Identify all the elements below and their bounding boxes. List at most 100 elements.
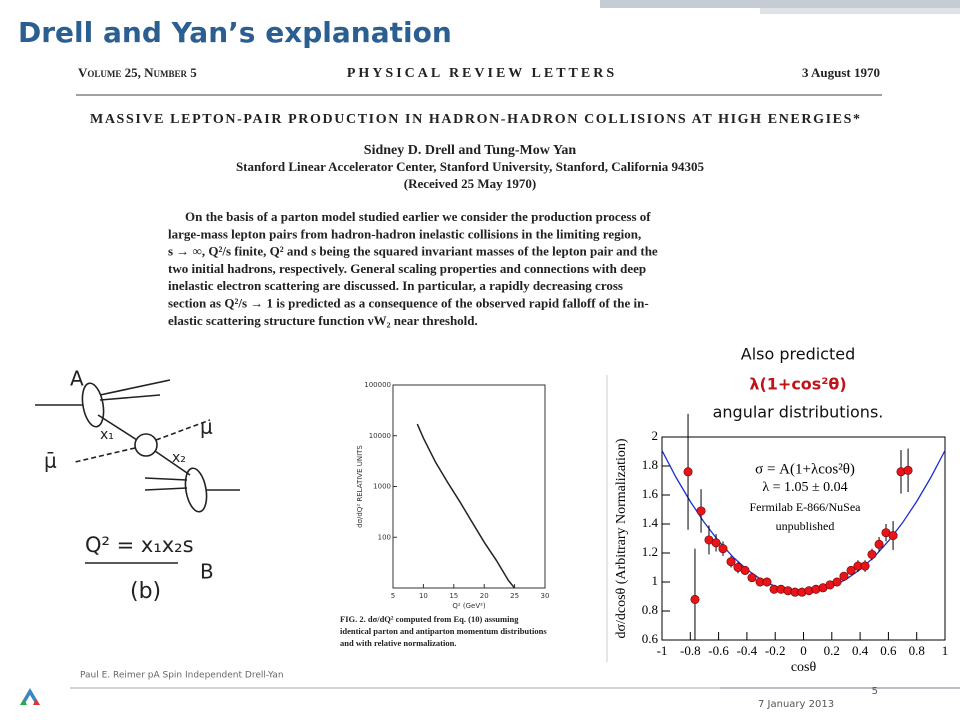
data-point (762, 577, 772, 587)
y-tick-label: 1.2 (642, 544, 658, 559)
abstract-line: inelastic electron scattering are discus… (168, 278, 623, 293)
y-tick-label: 0.8 (642, 602, 658, 617)
x-tick-label: -0.6 (708, 643, 729, 658)
paper-journal: PHYSICAL REVIEW LETTERS (347, 66, 617, 81)
x-tick-label: 30 (541, 592, 550, 600)
parton-1 (97, 414, 138, 441)
y-axis-label: dσ/dQ² RELATIVE UNITS (356, 445, 364, 528)
spectator-b2 (144, 487, 188, 491)
parton-2 (154, 450, 191, 476)
data-point (740, 565, 750, 575)
abstract-line: elastic scattering structure function νW… (168, 313, 478, 328)
data-point (860, 561, 870, 571)
x-tick-label: 25 (510, 592, 519, 600)
figure-2: 100 1000 10000 100000 5 10 15 20 25 30 Q² (GeV²) dσ… (340, 381, 549, 648)
data-point (832, 577, 842, 587)
data-point (903, 465, 913, 475)
x-tick-label: 5 (391, 592, 395, 600)
x-tick-label: -1 (657, 643, 668, 658)
hadron-b (184, 467, 208, 513)
y-axis-label: dσ/dcosθ (Arbitrary Normalization) (614, 438, 629, 638)
y-tick-label: 100000 (364, 381, 391, 389)
data-point (839, 571, 849, 581)
data-point (874, 539, 884, 549)
muon (155, 419, 211, 441)
paper-affiliation: Stanford Linear Accelerator Center, Stan… (236, 159, 705, 174)
y-tick-label: 1.8 (642, 457, 658, 472)
label-mu: μ (200, 415, 213, 439)
x-axis-label: cosθ (791, 660, 817, 675)
data-point (726, 557, 736, 567)
abstract-line: On the basis of a parton model studied e… (185, 209, 651, 224)
x-tick-label: 15 (449, 592, 458, 600)
annotation-line: Also predicted (741, 345, 856, 364)
data-point (718, 544, 728, 554)
footer-presenter: Paul E. Reimer pA Spin Independent Drell… (80, 671, 284, 681)
y-tick-label: 0.6 (642, 631, 659, 646)
diagram (35, 379, 240, 564)
spectator-a2 (99, 394, 161, 401)
x-tick-label: 0.6 (880, 643, 897, 658)
paper-authors: Sidney D. Drell and Tung-Mow Yan (364, 143, 577, 158)
footer-band (0, 695, 960, 720)
x-tick-label: 0 (800, 643, 807, 658)
footer-page: 5 (872, 686, 878, 697)
y-tick-label: 1.6 (642, 486, 659, 501)
abstract-line: section as Q²/s → 1 is predicted as a co… (168, 295, 649, 310)
legend-text: unpublished (776, 519, 835, 533)
data-point (696, 506, 706, 516)
x-tick-label: -0.4 (737, 643, 758, 658)
top-bar-light (760, 8, 960, 14)
formula: Q² = x₁x₂s (85, 533, 194, 557)
hadron-a (81, 382, 105, 428)
spectator-b1 (144, 477, 188, 481)
data-point (747, 573, 757, 583)
antimuon (74, 447, 136, 463)
label-b: B (200, 560, 214, 584)
paper-title: MASSIVE LEPTON-PAIR PRODUCTION IN HADRON… (90, 112, 860, 127)
x-tick-label: 0.8 (909, 643, 925, 658)
curve (416, 423, 516, 589)
data-point (711, 538, 721, 548)
diagram-caption: (b) (130, 579, 161, 604)
paper: Volume 25, Number 5 PHYSICAL REVIEW LETT… (76, 65, 882, 328)
logo (20, 688, 40, 705)
annotation-formula: λ(1+cos²θ) (749, 375, 846, 394)
y-tick-label: 10000 (369, 432, 391, 440)
x-tick-label: -0.2 (765, 643, 786, 658)
figure-caption: identical parton and antiparton momentum… (340, 626, 547, 636)
x-tick-label: 20 (480, 592, 489, 600)
label-a: A (70, 367, 84, 391)
annotation-line: angular distributions. (713, 403, 884, 422)
paper-received: (Received 25 May 1970) (404, 176, 537, 191)
x-tick-label: 0.4 (852, 643, 869, 658)
diagram-labels: A B x₁ x₂ μ μ̄ Q² = x₁x₂s (b) (44, 367, 214, 605)
plot-frame (392, 384, 546, 589)
abstract-line: two initial hadrons, respectively. Gener… (168, 261, 646, 276)
x-tick-label: -0.8 (680, 643, 701, 658)
data-point (888, 531, 898, 541)
legend-text: λ = 1.05 ± 0.04 (762, 480, 847, 495)
data-point (867, 549, 877, 559)
angular-plot: 0.6 0.8 1 1.2 1.4 1.6 1.8 2 -1 -0.8 -0.6 -0.4 -0.2 0 0… (614, 413, 949, 675)
abstract-line: large-mass lepton pairs from hadron-hadr… (168, 226, 641, 241)
y-tick-label: 100 (378, 533, 391, 541)
abstract-line: s → ∞, Q²/s finite, Q² and s being the s… (168, 244, 658, 259)
figure-caption: FIG. 2. dσ/dQ² computed from Eq. (10) as… (340, 614, 519, 624)
spectator-a1 (99, 379, 171, 396)
data-point (683, 467, 693, 477)
abstract: On the basis of a parton model studied e… (168, 209, 658, 328)
annotation: Also predicted λ(1+cos²θ) angular distri… (713, 345, 884, 422)
y-tick-label: 1.4 (642, 515, 659, 530)
x-axis-label: Q² (GeV²) (452, 602, 486, 610)
data-point (690, 594, 700, 604)
legend-text: Fermilab E-866/NuSea (750, 500, 862, 514)
paper-date: 3 August 1970 (802, 65, 880, 80)
x-tick-label: 0.2 (824, 643, 840, 658)
x-tick-label: 1 (942, 643, 949, 658)
label-mubar: μ̄ (44, 449, 57, 473)
y-tick-label: 1000 (373, 483, 391, 491)
top-bar (600, 0, 960, 8)
vertex (134, 433, 158, 457)
y-tick-label: 2 (652, 428, 659, 443)
